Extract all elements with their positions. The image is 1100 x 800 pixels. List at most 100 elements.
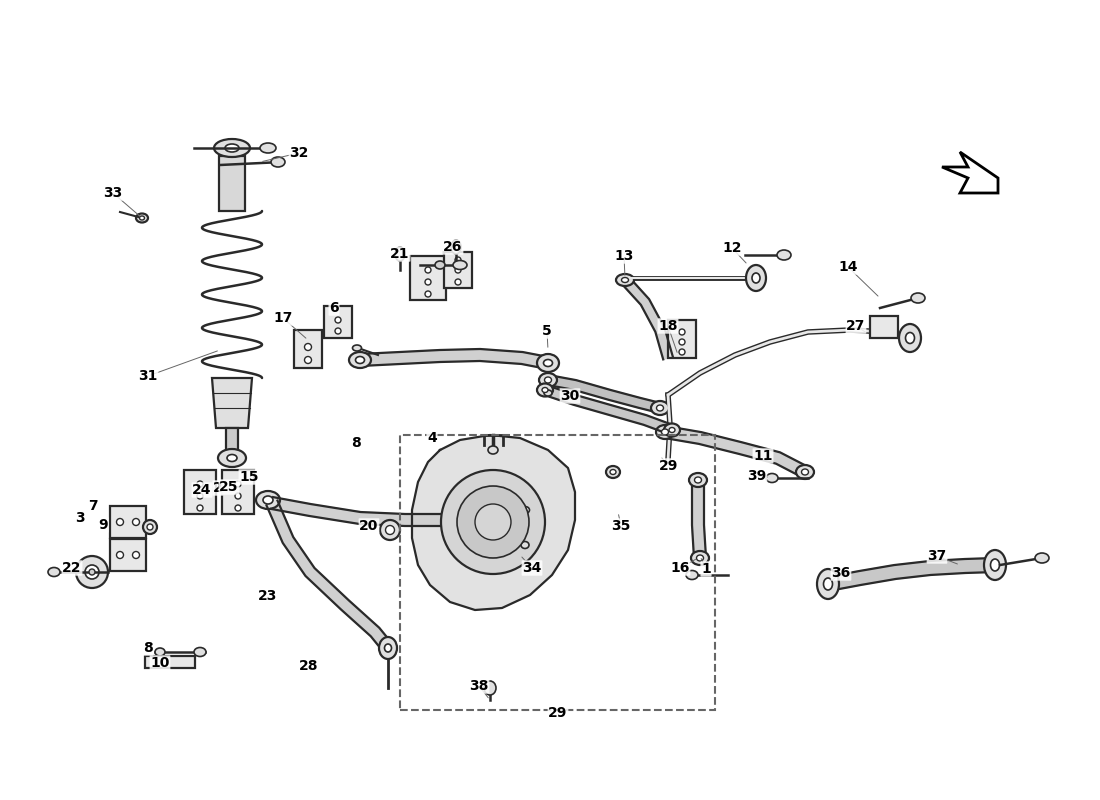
Ellipse shape xyxy=(256,491,280,509)
Polygon shape xyxy=(543,386,673,434)
Ellipse shape xyxy=(514,501,536,519)
Circle shape xyxy=(425,267,431,273)
Text: 5: 5 xyxy=(542,324,552,338)
Text: 22: 22 xyxy=(63,561,81,575)
Ellipse shape xyxy=(752,273,760,283)
Circle shape xyxy=(455,279,461,285)
Text: 9: 9 xyxy=(98,518,108,532)
Ellipse shape xyxy=(796,465,814,479)
Ellipse shape xyxy=(544,377,551,383)
Text: 30: 30 xyxy=(560,389,580,403)
Ellipse shape xyxy=(227,454,236,462)
FancyBboxPatch shape xyxy=(870,316,898,338)
Polygon shape xyxy=(360,349,549,369)
Circle shape xyxy=(117,551,123,558)
Ellipse shape xyxy=(686,570,698,579)
Circle shape xyxy=(305,357,311,363)
Ellipse shape xyxy=(76,556,108,588)
Text: 17: 17 xyxy=(273,311,293,325)
Polygon shape xyxy=(942,152,998,193)
FancyBboxPatch shape xyxy=(110,539,146,571)
Text: 25: 25 xyxy=(219,480,239,494)
Text: 26: 26 xyxy=(443,240,463,254)
Text: 8: 8 xyxy=(351,436,361,450)
Circle shape xyxy=(117,518,123,526)
Polygon shape xyxy=(212,378,252,428)
Text: 20: 20 xyxy=(360,519,378,533)
Ellipse shape xyxy=(651,401,669,415)
Circle shape xyxy=(336,317,341,323)
Circle shape xyxy=(679,349,685,355)
Ellipse shape xyxy=(453,261,468,270)
Ellipse shape xyxy=(385,526,395,534)
Ellipse shape xyxy=(990,559,1000,571)
Text: 1: 1 xyxy=(701,562,711,576)
Circle shape xyxy=(336,328,341,334)
Ellipse shape xyxy=(355,357,364,363)
Ellipse shape xyxy=(537,383,553,397)
Ellipse shape xyxy=(484,681,496,695)
Ellipse shape xyxy=(488,446,498,454)
Text: 33: 33 xyxy=(103,186,122,200)
Text: 35: 35 xyxy=(612,519,630,533)
Polygon shape xyxy=(692,480,706,558)
Text: 12: 12 xyxy=(723,241,741,255)
Circle shape xyxy=(197,505,204,511)
Circle shape xyxy=(441,470,544,574)
Polygon shape xyxy=(266,501,393,652)
FancyBboxPatch shape xyxy=(294,330,322,368)
Ellipse shape xyxy=(669,427,675,433)
Circle shape xyxy=(235,481,241,487)
Ellipse shape xyxy=(48,567,60,577)
Polygon shape xyxy=(664,426,807,478)
Text: 6: 6 xyxy=(329,301,339,315)
Bar xyxy=(400,435,715,710)
Circle shape xyxy=(305,343,311,350)
Ellipse shape xyxy=(537,354,559,372)
Ellipse shape xyxy=(610,470,616,474)
Ellipse shape xyxy=(696,555,704,561)
FancyBboxPatch shape xyxy=(444,252,472,288)
Text: 2: 2 xyxy=(213,481,223,495)
Ellipse shape xyxy=(606,466,620,478)
Text: 39: 39 xyxy=(747,469,767,483)
Text: 37: 37 xyxy=(927,549,947,563)
Circle shape xyxy=(197,481,204,487)
Ellipse shape xyxy=(777,250,791,260)
Text: 15: 15 xyxy=(240,470,258,484)
Bar xyxy=(226,428,238,463)
Ellipse shape xyxy=(226,144,239,152)
Ellipse shape xyxy=(539,373,557,387)
Ellipse shape xyxy=(905,333,914,343)
Ellipse shape xyxy=(260,143,276,153)
Circle shape xyxy=(235,493,241,499)
Ellipse shape xyxy=(656,425,674,439)
Text: 7: 7 xyxy=(88,499,98,513)
Circle shape xyxy=(475,504,512,540)
Text: 38: 38 xyxy=(470,679,488,693)
Text: 14: 14 xyxy=(838,260,858,274)
Ellipse shape xyxy=(657,405,663,411)
Ellipse shape xyxy=(140,216,144,220)
Polygon shape xyxy=(271,497,526,526)
FancyBboxPatch shape xyxy=(222,470,254,514)
Polygon shape xyxy=(412,435,575,610)
Ellipse shape xyxy=(214,139,250,157)
Text: 29: 29 xyxy=(548,706,568,720)
Circle shape xyxy=(679,339,685,345)
Circle shape xyxy=(456,486,529,558)
FancyBboxPatch shape xyxy=(145,656,195,668)
Ellipse shape xyxy=(984,550,1006,580)
Ellipse shape xyxy=(271,157,285,167)
Text: 32: 32 xyxy=(289,146,309,160)
Polygon shape xyxy=(547,375,661,413)
Ellipse shape xyxy=(147,524,153,530)
Ellipse shape xyxy=(379,637,397,659)
Text: 29: 29 xyxy=(659,459,679,473)
Ellipse shape xyxy=(263,496,273,504)
Ellipse shape xyxy=(379,520,400,540)
Circle shape xyxy=(455,267,461,273)
Text: 10: 10 xyxy=(151,656,169,670)
Text: 27: 27 xyxy=(846,319,866,333)
Ellipse shape xyxy=(521,542,529,549)
